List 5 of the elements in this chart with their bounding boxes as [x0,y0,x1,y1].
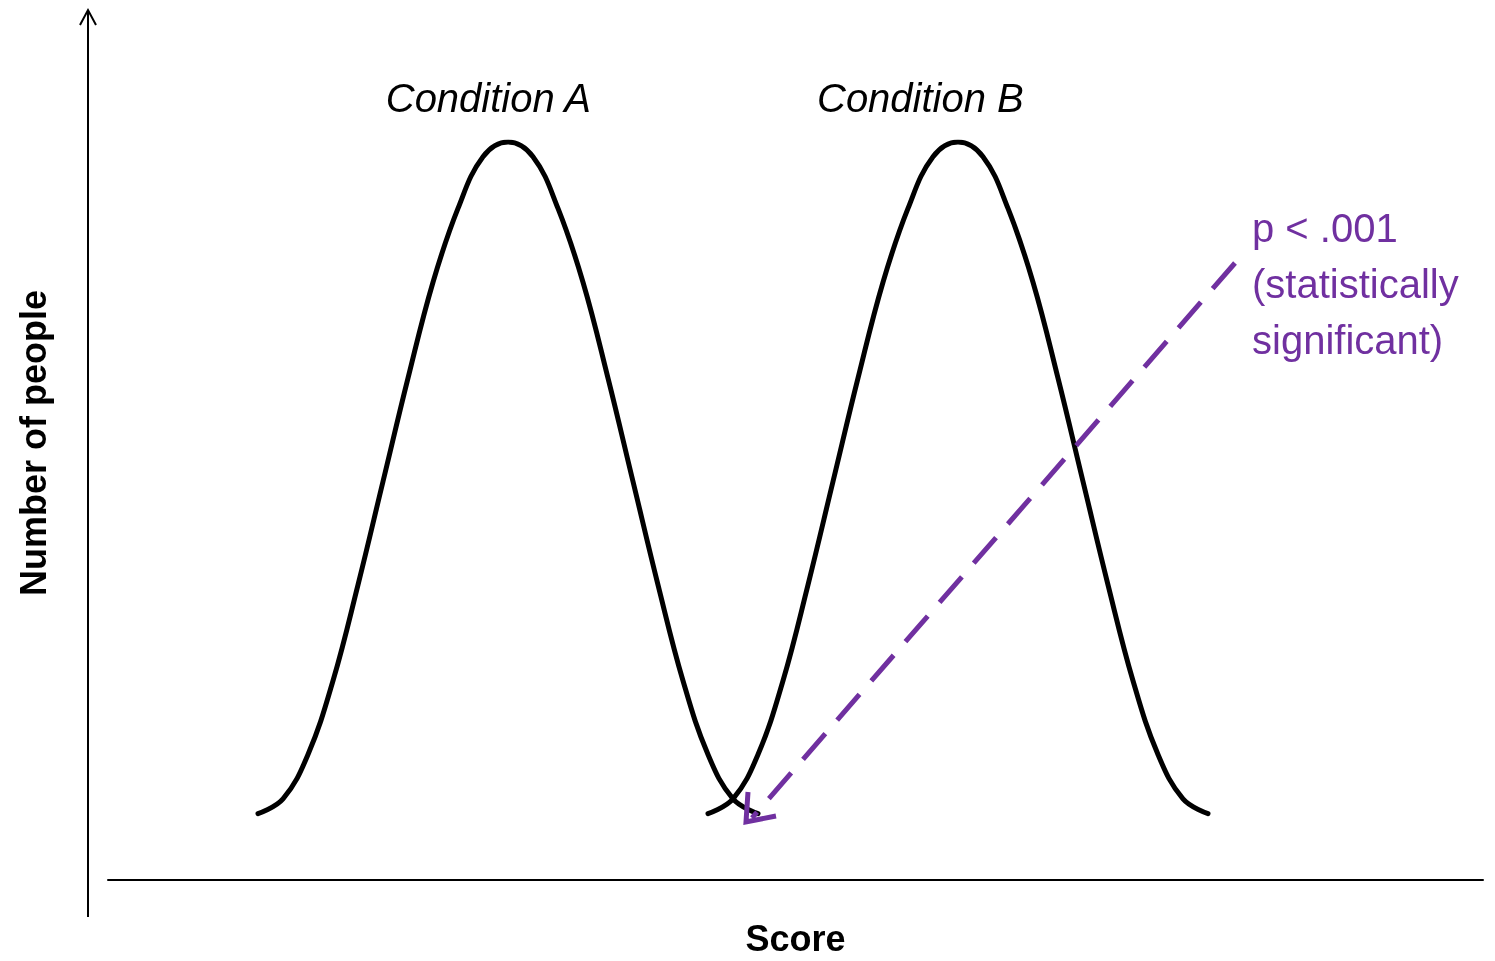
annotation: p < .001 (statistically significant) [1252,206,1470,362]
y-axis-title: Number of people [12,289,54,597]
x-axis-title: Score [745,917,846,959]
text: Condition B [817,76,1024,120]
text: Condition A [385,76,592,120]
